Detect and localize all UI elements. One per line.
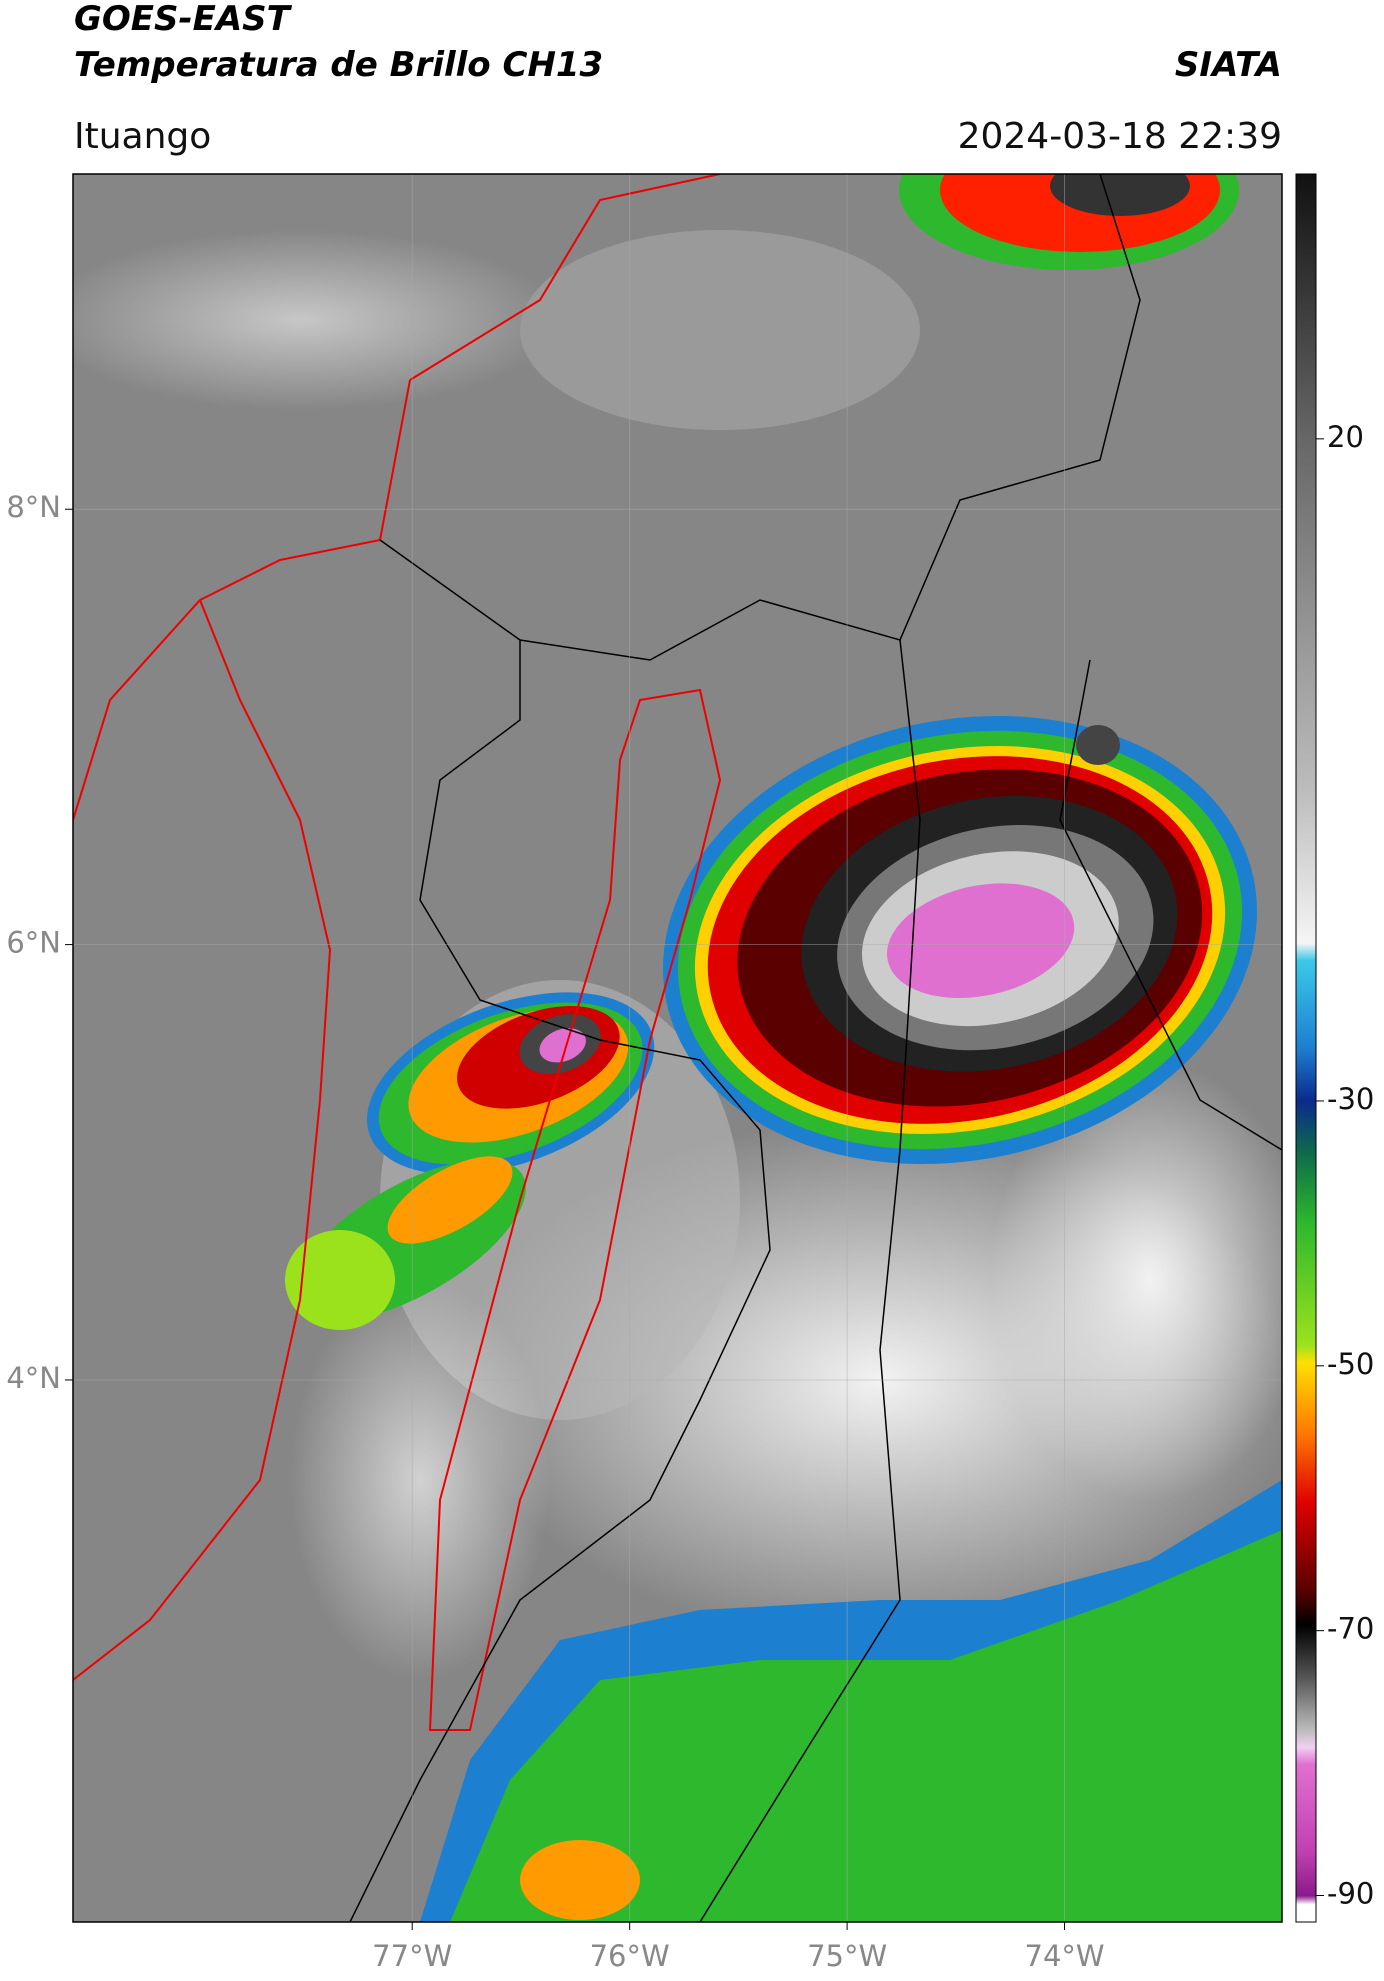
colorbar-label: -90 bbox=[1327, 1877, 1374, 1911]
y-tick-label: 4°N bbox=[6, 1361, 61, 1395]
x-tick-label: 74°W bbox=[1025, 1939, 1105, 1973]
colorbar-label: -70 bbox=[1327, 1612, 1374, 1646]
location: Ituango bbox=[74, 116, 211, 157]
colorbar-label: -30 bbox=[1327, 1082, 1374, 1116]
satellite-image bbox=[73, 174, 1282, 1922]
x-tick-label: 77°W bbox=[372, 1939, 452, 1973]
x-tick-label: 76°W bbox=[590, 1939, 670, 1973]
colorbar bbox=[1295, 173, 1317, 1923]
x-tick-label: 75°W bbox=[807, 1939, 887, 1973]
y-tick-label: 8°N bbox=[6, 490, 61, 524]
colorbar-label: 20 bbox=[1327, 420, 1364, 454]
source: SIATA bbox=[1175, 45, 1282, 85]
timestamp: 2024-03-18 22:39 bbox=[958, 116, 1282, 157]
map-frame bbox=[72, 173, 1283, 1923]
subtitle: Temperatura de Brillo CH13 bbox=[74, 45, 603, 85]
title: GOES-EAST bbox=[74, 0, 293, 39]
colorbar-label: -50 bbox=[1327, 1347, 1374, 1381]
y-tick-label: 6°N bbox=[6, 926, 61, 960]
